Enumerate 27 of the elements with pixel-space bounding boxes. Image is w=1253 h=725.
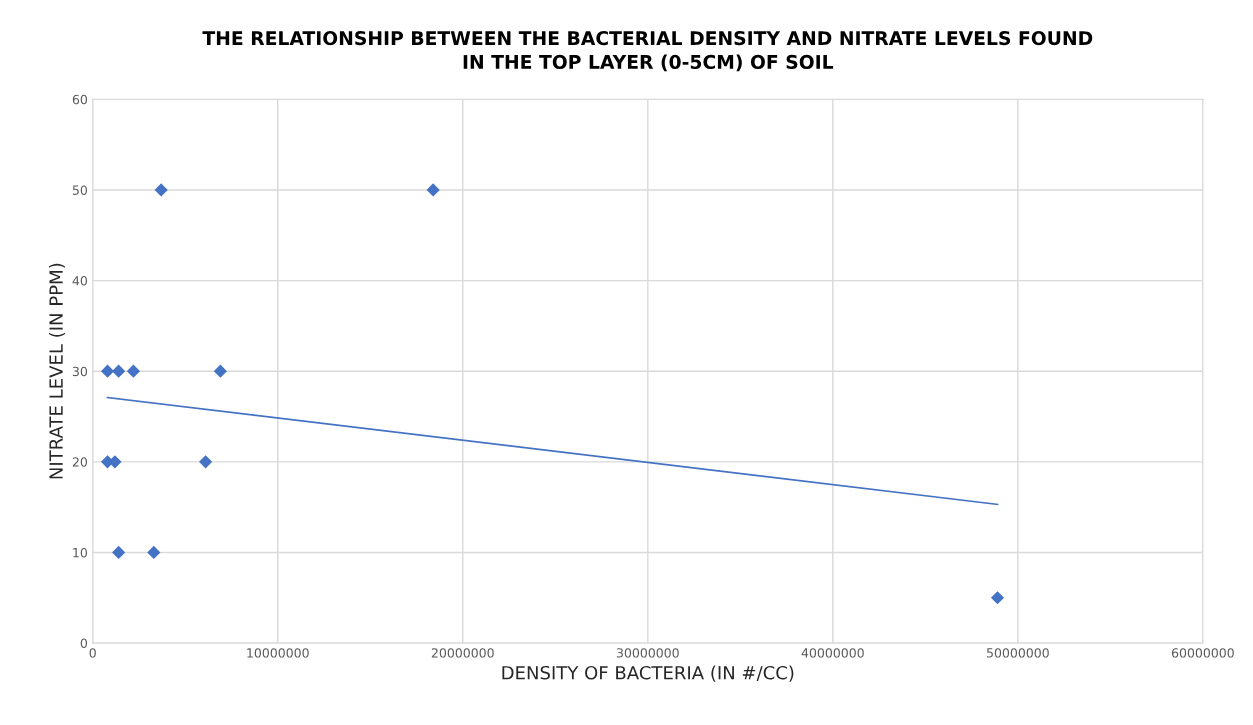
y-tick-label: 60 [72,94,88,105]
y-axis-title: NITRATE LEVEL (IN PPM) [48,263,66,479]
x-tick-label: 40000000 [801,648,864,658]
y-tick-label: 30 [72,366,88,377]
y-tick-label: 50 [72,185,88,195]
point [213,364,227,378]
x-tick-label: 0 [89,648,96,658]
point [426,183,440,197]
x-axis-title: DENSITY OF BACTERIA (IN #/CC) [502,665,794,682]
point [112,364,126,378]
y-tick-label: 40 [72,276,88,286]
point [990,591,1005,605]
point [100,364,115,378]
y-tick-label: 0 [80,638,88,648]
point [199,455,213,469]
x-tick-label: 20000000 [431,648,494,658]
y-tick-label: 10 [73,547,88,558]
x-tick-label: 50000000 [987,648,1049,658]
x-tick-label: 10000000 [247,648,309,658]
x-tick-label: 30000000 [616,648,679,658]
point [112,545,126,560]
point [126,364,141,378]
point [147,545,161,560]
chart-title: THE RELATIONSHIP BETWEEN THE BACTERIAL DENSITY AND NITRATE LEVELS FOUND IN THE TOP LAYER (0-5CM) OF SOIL [202,31,1093,72]
point [154,183,168,197]
y-tick-label: 20 [72,457,88,467]
x-tick-label: 60000000 [1171,648,1234,658]
